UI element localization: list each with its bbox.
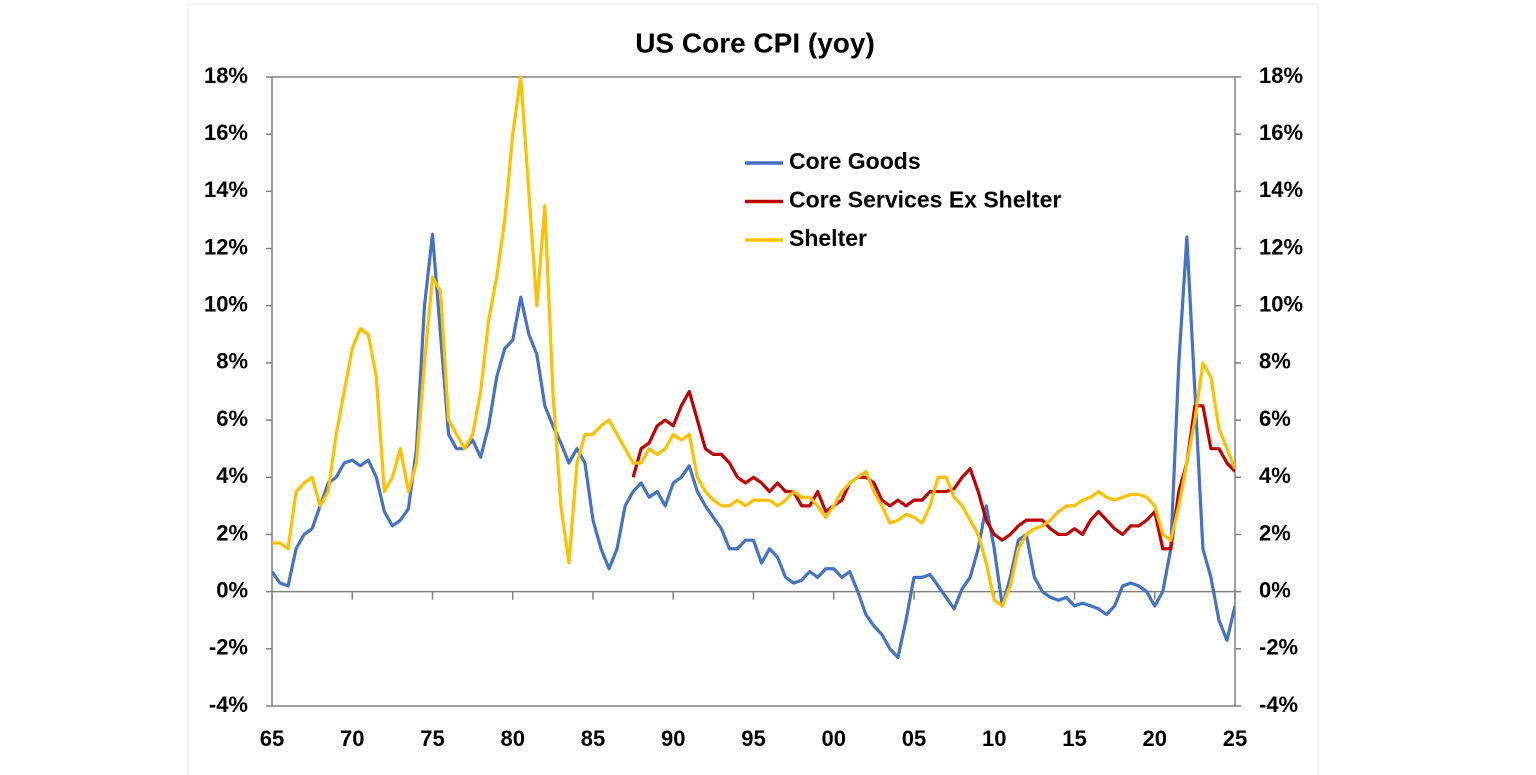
x-tick-label: 10 xyxy=(982,726,1006,751)
y2-tick-label: 8% xyxy=(1259,349,1291,374)
legend-label: Core Services Ex Shelter xyxy=(789,187,1061,213)
x-tick-label: 20 xyxy=(1143,726,1167,751)
legend-label: Shelter xyxy=(789,225,867,251)
plot-area xyxy=(271,76,1236,707)
y2-tick-label: 2% xyxy=(1259,520,1291,545)
y2-tick-label: 0% xyxy=(1259,577,1291,602)
y-tick-label: 4% xyxy=(216,463,248,488)
y2-tick-label: -2% xyxy=(1259,635,1298,660)
y2-tick-label: 14% xyxy=(1259,177,1303,202)
legend-label: Core Goods xyxy=(789,148,921,174)
x-tick-label: 90 xyxy=(661,726,685,751)
series-line xyxy=(272,75,1235,608)
y2-tick-label: 12% xyxy=(1259,234,1303,259)
y-tick-label: -2% xyxy=(209,635,248,660)
y-tick-label: 6% xyxy=(216,406,248,431)
y2-tick-label: 18% xyxy=(1259,63,1303,88)
y2-tick-label: 6% xyxy=(1259,406,1291,431)
y-tick-label: 2% xyxy=(216,520,248,545)
y2-tick-label: 16% xyxy=(1259,120,1303,145)
y-tick-label: 10% xyxy=(204,292,248,317)
x-tick-label: 25 xyxy=(1223,726,1247,751)
y-tick-label: 14% xyxy=(204,177,248,202)
x-tick-label: 70 xyxy=(340,726,364,751)
x-tick-label: 00 xyxy=(822,726,846,751)
y-tick-label: 16% xyxy=(204,120,248,145)
x-tick-label: 75 xyxy=(420,726,444,751)
y-tick-label: -4% xyxy=(209,692,248,717)
y-tick-label: 0% xyxy=(216,577,248,602)
x-tick-label: 95 xyxy=(741,726,765,751)
x-tick-label: 15 xyxy=(1062,726,1086,751)
series-line xyxy=(272,232,1235,659)
y2-tick-label: 10% xyxy=(1259,292,1303,317)
y-tick-label: 12% xyxy=(204,234,248,259)
y2-tick-label: 4% xyxy=(1259,463,1291,488)
chart-title: US Core CPI (yoy) xyxy=(635,27,875,58)
y-tick-label: 18% xyxy=(204,63,248,88)
plot-lines xyxy=(272,75,1235,659)
y-tick-label: 8% xyxy=(216,349,248,374)
x-tick-label: 80 xyxy=(501,726,525,751)
y2-tick-label: -4% xyxy=(1259,692,1298,717)
x-tick-label: 85 xyxy=(581,726,605,751)
x-tick-label: 05 xyxy=(902,726,926,751)
x-tick-label: 65 xyxy=(260,726,284,751)
